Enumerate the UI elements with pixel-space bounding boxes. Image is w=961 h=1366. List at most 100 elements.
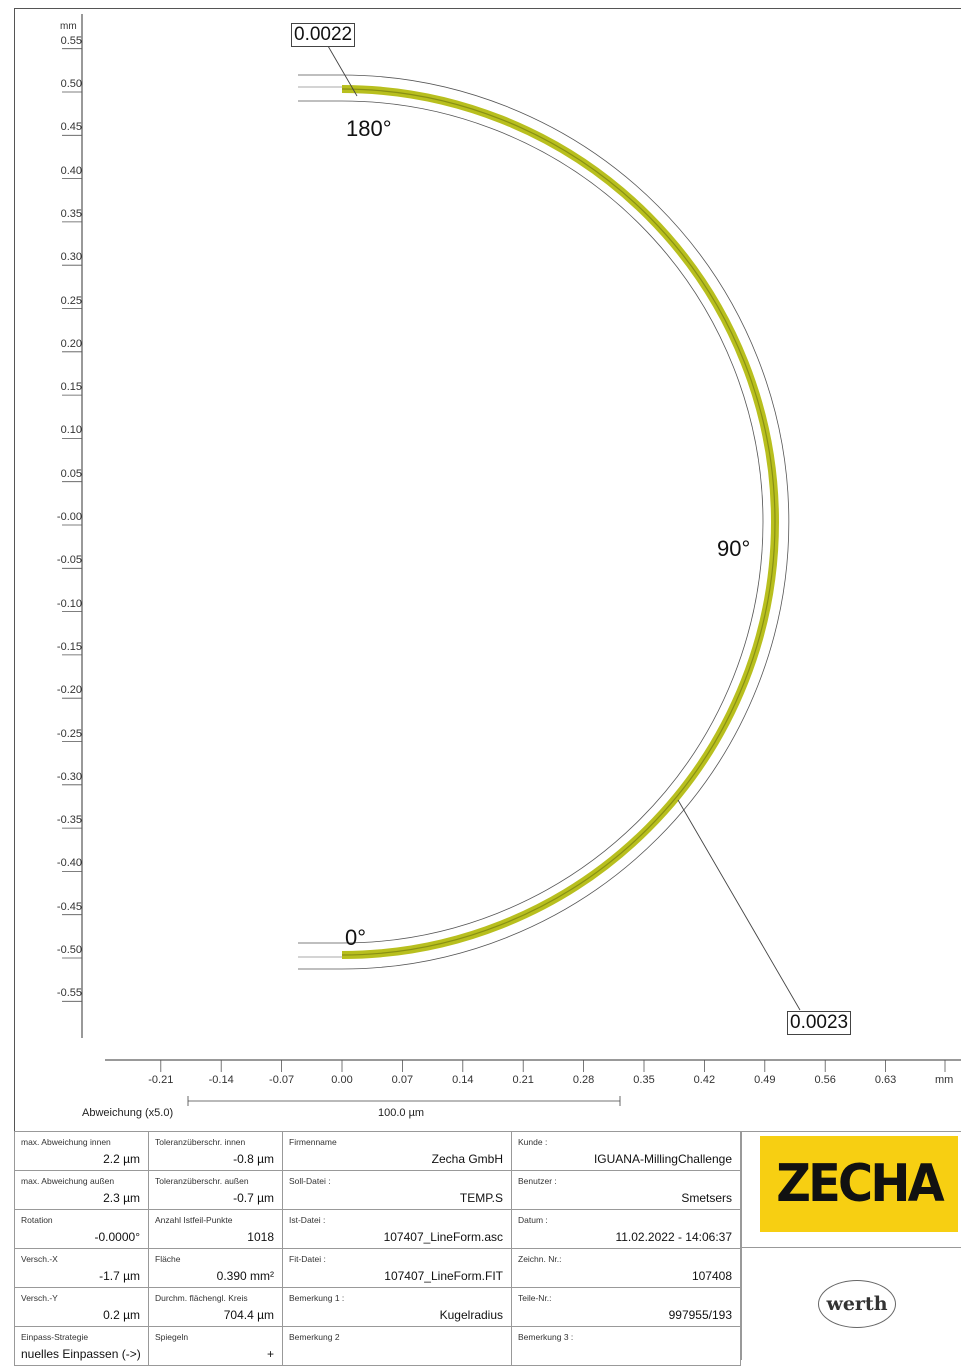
y-tick-label: 0.05 bbox=[60, 467, 82, 480]
info-cell: Benutzer : Smetsers bbox=[511, 1170, 741, 1210]
callout-top-value: 0.0022 bbox=[291, 23, 356, 47]
info-cell: max. Abweichung außen 2.3 µm bbox=[14, 1170, 149, 1210]
info-value: 107407_LineForm.FIT bbox=[384, 1269, 503, 1283]
info-cell: Durchm. flächengl. Kreis 704.4 µm bbox=[148, 1287, 283, 1327]
y-tick-label: 0.15 bbox=[60, 381, 82, 394]
info-label: Rotation bbox=[21, 1215, 53, 1225]
info-value: 0.390 mm² bbox=[216, 1269, 274, 1283]
measured-profile-core bbox=[341, 88, 776, 956]
y-tick-label: 0.20 bbox=[60, 337, 82, 350]
info-value: 1018 bbox=[247, 1230, 274, 1244]
nominal-arc bbox=[298, 86, 778, 958]
info-value: Smetsers bbox=[681, 1191, 732, 1205]
info-label: Toleranzüberschr. außen bbox=[155, 1176, 249, 1186]
x-tick-label: -0.14 bbox=[208, 1074, 234, 1086]
y-tick-label: 0.25 bbox=[60, 294, 82, 307]
info-row: Rotation -0.0000° Anzahl Istfeil-Punkte 101… bbox=[14, 1209, 741, 1249]
y-tick-label: 0.10 bbox=[60, 424, 82, 437]
x-tick-label: 0.42 bbox=[693, 1074, 716, 1086]
y-tick-label: -0.00 bbox=[56, 511, 82, 523]
y-tick-label: -0.35 bbox=[56, 814, 82, 827]
info-value: -0.8 µm bbox=[233, 1152, 274, 1166]
info-cell: Toleranzüberschr. innen -0.8 µm bbox=[148, 1131, 283, 1171]
info-value: 0.2 µm bbox=[103, 1308, 140, 1322]
info-cell: Anzahl Istfeil-Punkte 1018 bbox=[148, 1209, 283, 1249]
y-tick-label: 0.55 bbox=[60, 34, 82, 47]
info-cell: Toleranzüberschr. außen -0.7 µm bbox=[148, 1170, 283, 1210]
info-value: 107408 bbox=[691, 1269, 732, 1283]
info-label: Zeichn. Nr.: bbox=[518, 1254, 562, 1264]
info-value: -1.7 µm bbox=[99, 1269, 140, 1283]
info-value: IGUANA-MillingChallenge bbox=[593, 1152, 732, 1166]
info-value: TEMP.S bbox=[459, 1191, 503, 1205]
y-tick-label: -0.05 bbox=[56, 554, 82, 567]
info-cell: Teile-Nr.: 997955/193 bbox=[511, 1287, 741, 1327]
info-cell: Versch.-Y 0.2 µm bbox=[14, 1287, 149, 1327]
info-cell: Datum : 11.02.2022 - 14:06:37 bbox=[511, 1209, 741, 1249]
werth-logo: werth bbox=[818, 1280, 896, 1328]
info-row: max. Abweichung innen 2.2 µm Toleranzübers… bbox=[14, 1131, 741, 1171]
logo-panel bbox=[741, 1131, 961, 1360]
info-value: 2.2 µm bbox=[103, 1152, 140, 1166]
y-tick-label: 0.45 bbox=[60, 121, 82, 134]
y-tick-label: -0.25 bbox=[56, 727, 82, 740]
info-label: Firmenname bbox=[289, 1137, 337, 1147]
info-cell: Fläche 0.390 mm² bbox=[148, 1248, 283, 1288]
info-value: 107407_LineForm.asc bbox=[383, 1230, 503, 1244]
drawing-frame bbox=[14, 8, 961, 1360]
info-value: 997955/193 bbox=[668, 1308, 732, 1322]
measurement-info-table: max. Abweichung innen 2.2 µm Toleranzübers… bbox=[14, 1131, 741, 1366]
y-tick-label: -0.50 bbox=[56, 944, 82, 956]
info-label: Fit-Datei : bbox=[289, 1254, 326, 1264]
profile-plot bbox=[62, 14, 961, 1106]
angle-label-180: 180° bbox=[346, 116, 392, 141]
y-tick-label: -0.45 bbox=[56, 900, 82, 913]
x-axis-unit: mm bbox=[935, 1074, 954, 1086]
info-label: Benutzer : bbox=[518, 1176, 557, 1186]
info-label: Versch.-Y bbox=[21, 1293, 58, 1303]
info-row: Einpass-Strategie nuelles Einpassen (->) S… bbox=[14, 1326, 741, 1366]
y-tick-label: -0.10 bbox=[56, 597, 82, 610]
info-value: Kugelradius bbox=[439, 1308, 503, 1322]
outer-tolerance-arc bbox=[298, 74, 790, 970]
x-tick-label: 0.63 bbox=[874, 1074, 897, 1086]
info-label: Teile-Nr.: bbox=[518, 1293, 552, 1303]
x-tick-label: 0.07 bbox=[391, 1074, 414, 1086]
callout-bottom-leader bbox=[677, 799, 801, 1011]
info-label: Bemerkung 2 bbox=[289, 1332, 340, 1342]
y-tick-label: 0.40 bbox=[60, 164, 82, 177]
x-tick-label: -0.07 bbox=[269, 1074, 295, 1086]
callout-top-leader bbox=[327, 45, 358, 97]
info-cell: max. Abweichung innen 2.2 µm bbox=[14, 1131, 149, 1171]
x-tick-label: -0.21 bbox=[148, 1074, 174, 1086]
angle-label-0: 0° bbox=[345, 925, 367, 950]
x-tick-label: 0.49 bbox=[754, 1074, 776, 1086]
info-value: 2.3 µm bbox=[103, 1191, 140, 1205]
zecha-logo: ZECHA bbox=[760, 1136, 958, 1232]
angle-label-90: 90° bbox=[717, 536, 751, 561]
x-tick-label: 0.28 bbox=[572, 1074, 595, 1086]
x-tick-label: 0.00 bbox=[331, 1074, 353, 1086]
info-value: + bbox=[266, 1347, 274, 1361]
info-label: Durchm. flächengl. Kreis bbox=[155, 1293, 248, 1303]
info-cell: Bemerkung 1 : Kugelradius bbox=[282, 1287, 512, 1327]
y-tick-label: -0.20 bbox=[56, 684, 82, 697]
info-label: Datum : bbox=[518, 1215, 548, 1225]
info-label: max. Abweichung innen bbox=[21, 1137, 111, 1147]
x-tick-label: 0.56 bbox=[814, 1074, 836, 1086]
info-cell: Versch.-X -1.7 µm bbox=[14, 1248, 149, 1288]
x-tick-label: 0.21 bbox=[512, 1074, 534, 1086]
info-label: Ist-Datei : bbox=[289, 1215, 326, 1225]
info-value: -0.0000° bbox=[94, 1230, 141, 1244]
inner-tolerance-arc bbox=[298, 100, 764, 944]
scale-bar-value: 100.0 µm bbox=[378, 1107, 425, 1119]
info-cell: Rotation -0.0000° bbox=[14, 1209, 149, 1249]
info-label: Fläche bbox=[155, 1254, 181, 1264]
scale-bar-label: Abweichung (x5.0) bbox=[82, 1107, 174, 1119]
info-cell: Ist-Datei : 107407_LineForm.asc bbox=[282, 1209, 512, 1249]
info-label: Bemerkung 1 : bbox=[289, 1293, 345, 1303]
info-cell: Kunde : IGUANA-MillingChallenge bbox=[511, 1131, 741, 1171]
info-label: Versch.-X bbox=[21, 1254, 58, 1264]
info-row: max. Abweichung außen 2.3 µm Toleranzübers… bbox=[14, 1170, 741, 1210]
info-row: Versch.-Y 0.2 µm Durchm. flächengl. Kreis 7… bbox=[14, 1287, 741, 1327]
